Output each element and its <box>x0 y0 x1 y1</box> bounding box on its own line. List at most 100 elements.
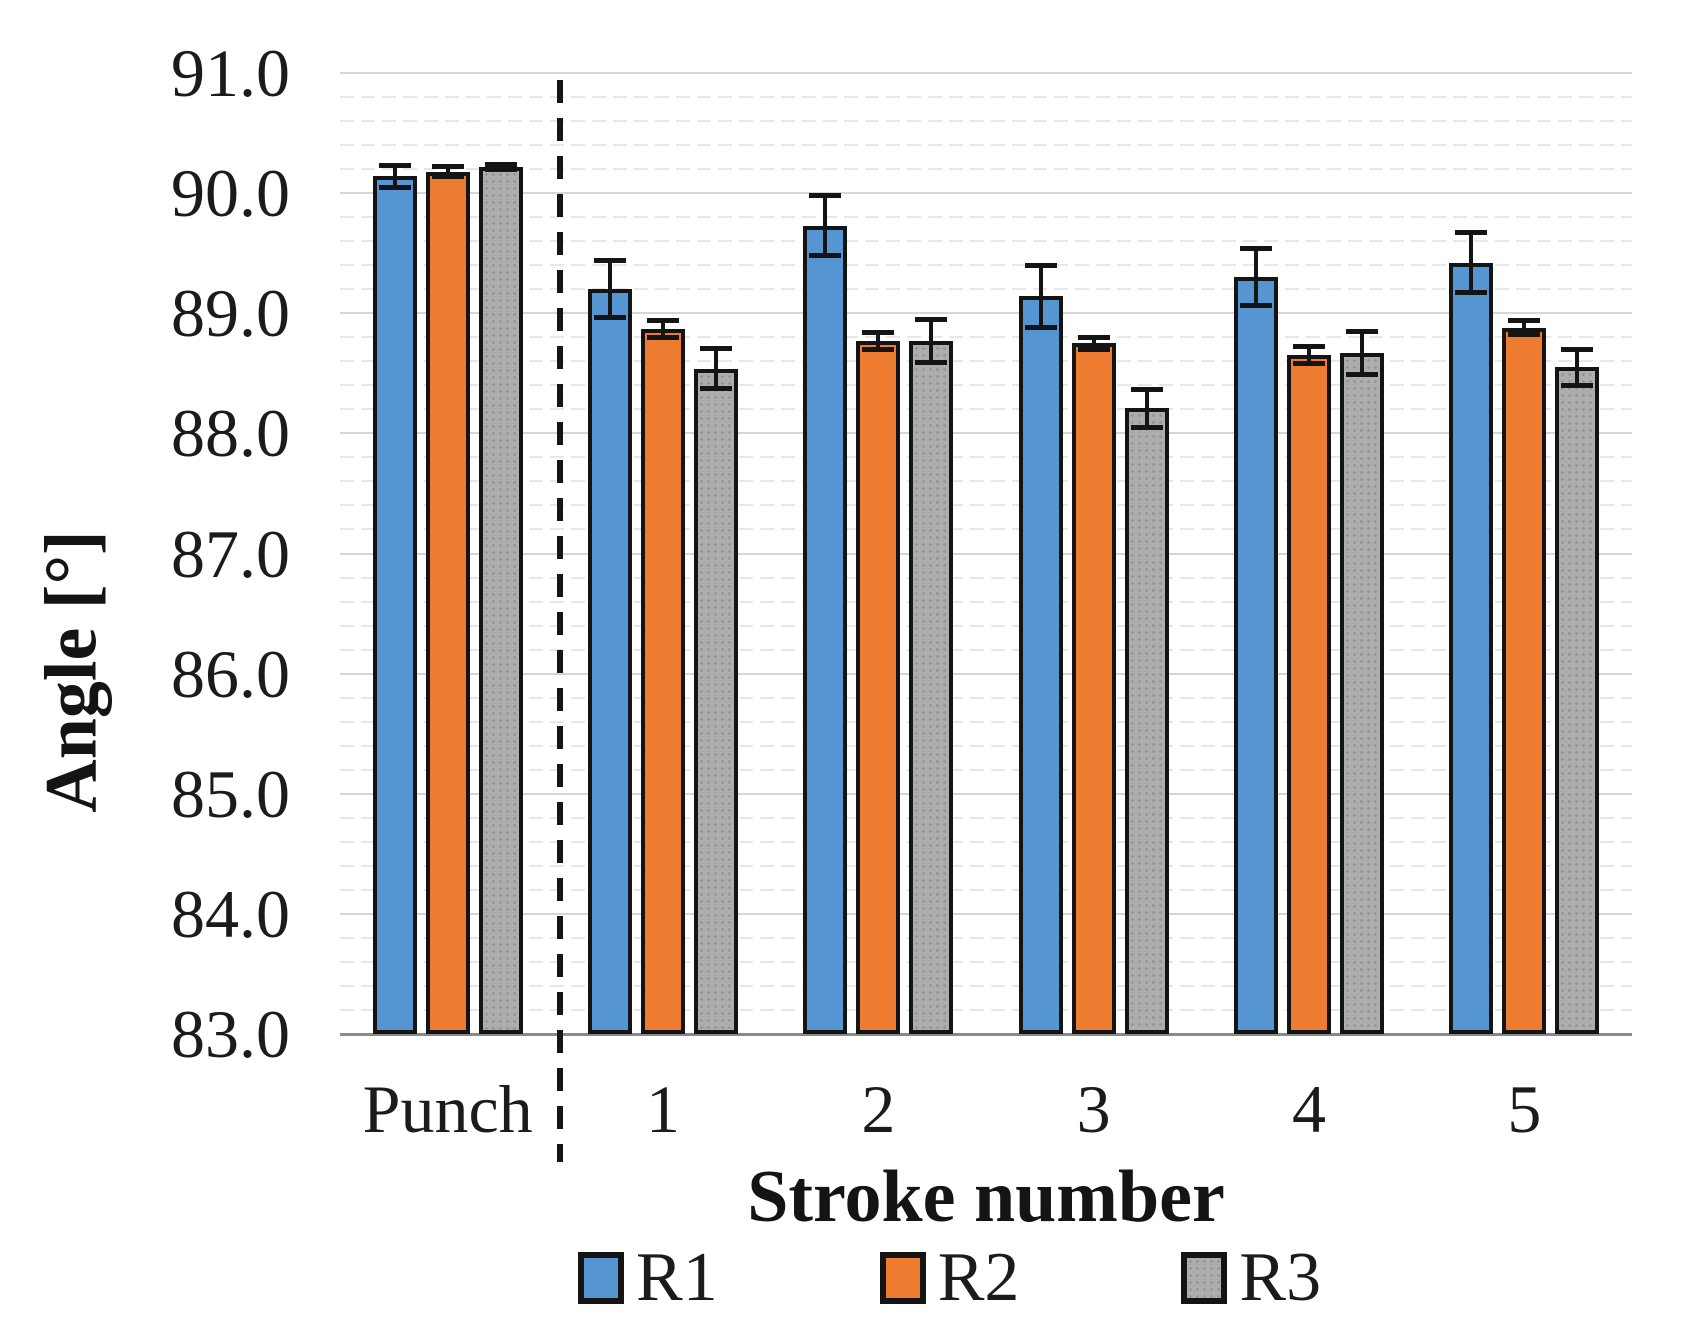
error-bar-line <box>484 166 517 172</box>
error-bar-r3-1 <box>700 345 732 392</box>
error-bar-line <box>1575 346 1580 388</box>
gridline-minor <box>340 504 1632 507</box>
x-tick-label-3: 3 <box>1076 1071 1111 1147</box>
error-bar-line <box>862 330 895 336</box>
error-bar-line <box>809 252 842 258</box>
error-bar-line <box>876 330 881 352</box>
y-tick-label: 88.0 <box>171 395 290 472</box>
gridline-minor <box>340 288 1632 291</box>
gridline-minor <box>340 720 1632 723</box>
error-bar-line <box>1144 386 1149 430</box>
gridline-minor <box>340 1008 1632 1011</box>
bar-r2-4 <box>1287 355 1331 1034</box>
bar-r2-3 <box>1071 343 1116 1034</box>
error-bar-line <box>1091 334 1096 352</box>
legend-label-r1: R1 <box>636 1239 718 1316</box>
bar-r2-punch <box>425 171 470 1034</box>
error-bar-line <box>661 318 665 340</box>
y-tick-label: 90.0 <box>171 155 290 232</box>
error-bar-line <box>700 345 732 351</box>
error-bar-line <box>1293 361 1325 367</box>
error-bar-r3-5 <box>1561 346 1594 388</box>
legend-swatch-r2-icon <box>879 1252 926 1304</box>
error-bar-line <box>594 257 626 263</box>
x-tick-label-2: 2 <box>861 1071 896 1147</box>
gridline-minor <box>340 648 1632 651</box>
error-bar-line <box>1130 424 1163 430</box>
bar-r1-1 <box>588 289 632 1034</box>
gridline-major <box>340 912 1632 915</box>
error-bar-line <box>1346 328 1378 334</box>
error-bar-r1-punch <box>378 163 411 190</box>
bar-r3-2 <box>909 340 954 1034</box>
error-bar-line <box>431 173 464 179</box>
error-bar-line <box>915 359 948 365</box>
error-bar-r1-3 <box>1024 262 1057 331</box>
bar-r1-2 <box>803 225 848 1034</box>
gridline-major <box>340 72 1632 74</box>
gridline-minor <box>340 96 1632 99</box>
gridline-minor <box>340 816 1632 819</box>
gridline-minor <box>340 624 1632 627</box>
legend-swatch-r1-icon <box>578 1252 624 1304</box>
error-bar-r2-4 <box>1293 344 1325 367</box>
gridline-minor <box>340 120 1632 123</box>
error-bar-r3-4 <box>1346 328 1378 377</box>
error-bar-line <box>1024 325 1057 331</box>
punch-separator-line <box>557 80 564 1162</box>
gridline-major <box>340 672 1632 675</box>
bar-r3-1 <box>694 368 738 1034</box>
gridline-minor <box>340 144 1632 147</box>
gridline-minor <box>340 888 1632 891</box>
error-bar-line <box>1561 346 1594 352</box>
gridline-minor <box>340 744 1632 747</box>
error-bar-r3-3 <box>1130 386 1163 430</box>
x-axis-line <box>340 1033 1632 1036</box>
error-bar-line <box>1038 262 1043 331</box>
error-bar-line <box>1240 303 1272 309</box>
error-bar-line <box>929 316 934 365</box>
y-tick-label: 85.0 <box>171 755 290 832</box>
error-bar-line <box>1130 386 1163 392</box>
error-bar-r1-1 <box>594 257 626 321</box>
error-bar-line <box>647 334 679 340</box>
bar-r3-punch <box>478 166 523 1034</box>
error-bar-line <box>915 316 948 322</box>
error-bar-r2-2 <box>862 330 895 352</box>
legend-item-r3: R3 <box>1181 1243 1321 1313</box>
gridline-minor <box>340 576 1632 579</box>
gridline-minor <box>340 480 1632 483</box>
y-tick-label: 84.0 <box>171 875 290 952</box>
error-bar-line <box>1293 344 1325 350</box>
gridline-minor <box>340 216 1632 219</box>
gridline-minor <box>340 864 1632 867</box>
error-bar-r2-5 <box>1508 318 1541 338</box>
bar-r3-5 <box>1555 367 1600 1034</box>
error-bar-line <box>1508 318 1541 324</box>
gridline-minor <box>340 696 1632 699</box>
error-bar-line <box>700 386 732 392</box>
gridline-minor <box>340 240 1632 243</box>
legend-label-r3: R3 <box>1239 1239 1322 1316</box>
error-bar-line <box>714 345 718 392</box>
error-bar-r1-2 <box>809 193 842 258</box>
y-tick-label: 86.0 <box>171 635 290 712</box>
x-tick-label-5: 5 <box>1507 1071 1542 1147</box>
error-bar-line <box>1240 245 1272 251</box>
bar-r2-1 <box>641 328 685 1034</box>
error-bar-line <box>1508 332 1541 338</box>
bar-r1-4 <box>1234 277 1278 1034</box>
legend-item-r2: R2 <box>879 1239 1020 1316</box>
legend-label-r2: R2 <box>937 1239 1020 1316</box>
error-bar-line <box>1254 245 1258 309</box>
error-bar-line <box>647 318 679 324</box>
gridline-minor <box>340 984 1632 987</box>
error-bar-line <box>445 164 450 179</box>
gridline-minor <box>340 840 1632 843</box>
error-bar-line <box>431 164 464 170</box>
gridline-minor <box>340 264 1632 267</box>
y-axis-title: Angle [°] <box>30 530 113 813</box>
gridline-major <box>340 792 1632 795</box>
bar-r3-3 <box>1124 408 1169 1034</box>
